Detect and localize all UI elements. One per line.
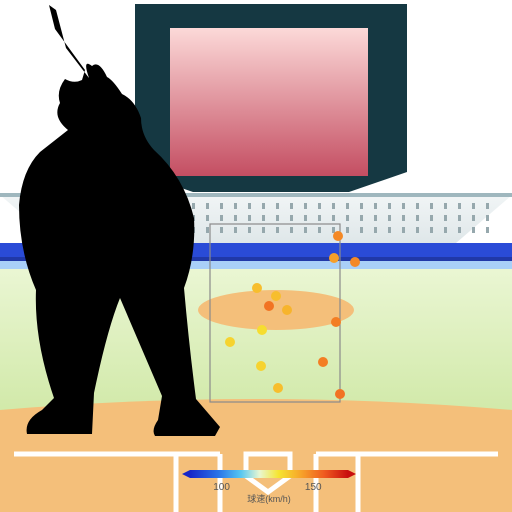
pitch-marker	[329, 253, 339, 263]
pitch-marker	[264, 301, 274, 311]
pitch-marker	[252, 283, 262, 293]
pitch-marker	[282, 305, 292, 315]
pitch-marker	[350, 257, 360, 267]
legend-label: 球速(km/h)	[247, 493, 291, 504]
pitch-marker	[333, 231, 343, 241]
pitch-marker	[257, 325, 267, 335]
pitch-marker	[271, 291, 281, 301]
pitch-marker	[331, 317, 341, 327]
legend-tick: 150	[305, 482, 322, 493]
pitch-location-chart: 100 150 球速(km/h)	[0, 0, 512, 512]
pitch-marker	[256, 361, 266, 371]
legend-tick: 100	[213, 482, 230, 493]
pitch-marker	[273, 383, 283, 393]
pitch-marker	[335, 389, 345, 399]
scoreboard-screen	[170, 28, 368, 176]
pitch-marker	[225, 337, 235, 347]
pitch-marker	[318, 357, 328, 367]
legend-colorbar	[190, 470, 348, 478]
